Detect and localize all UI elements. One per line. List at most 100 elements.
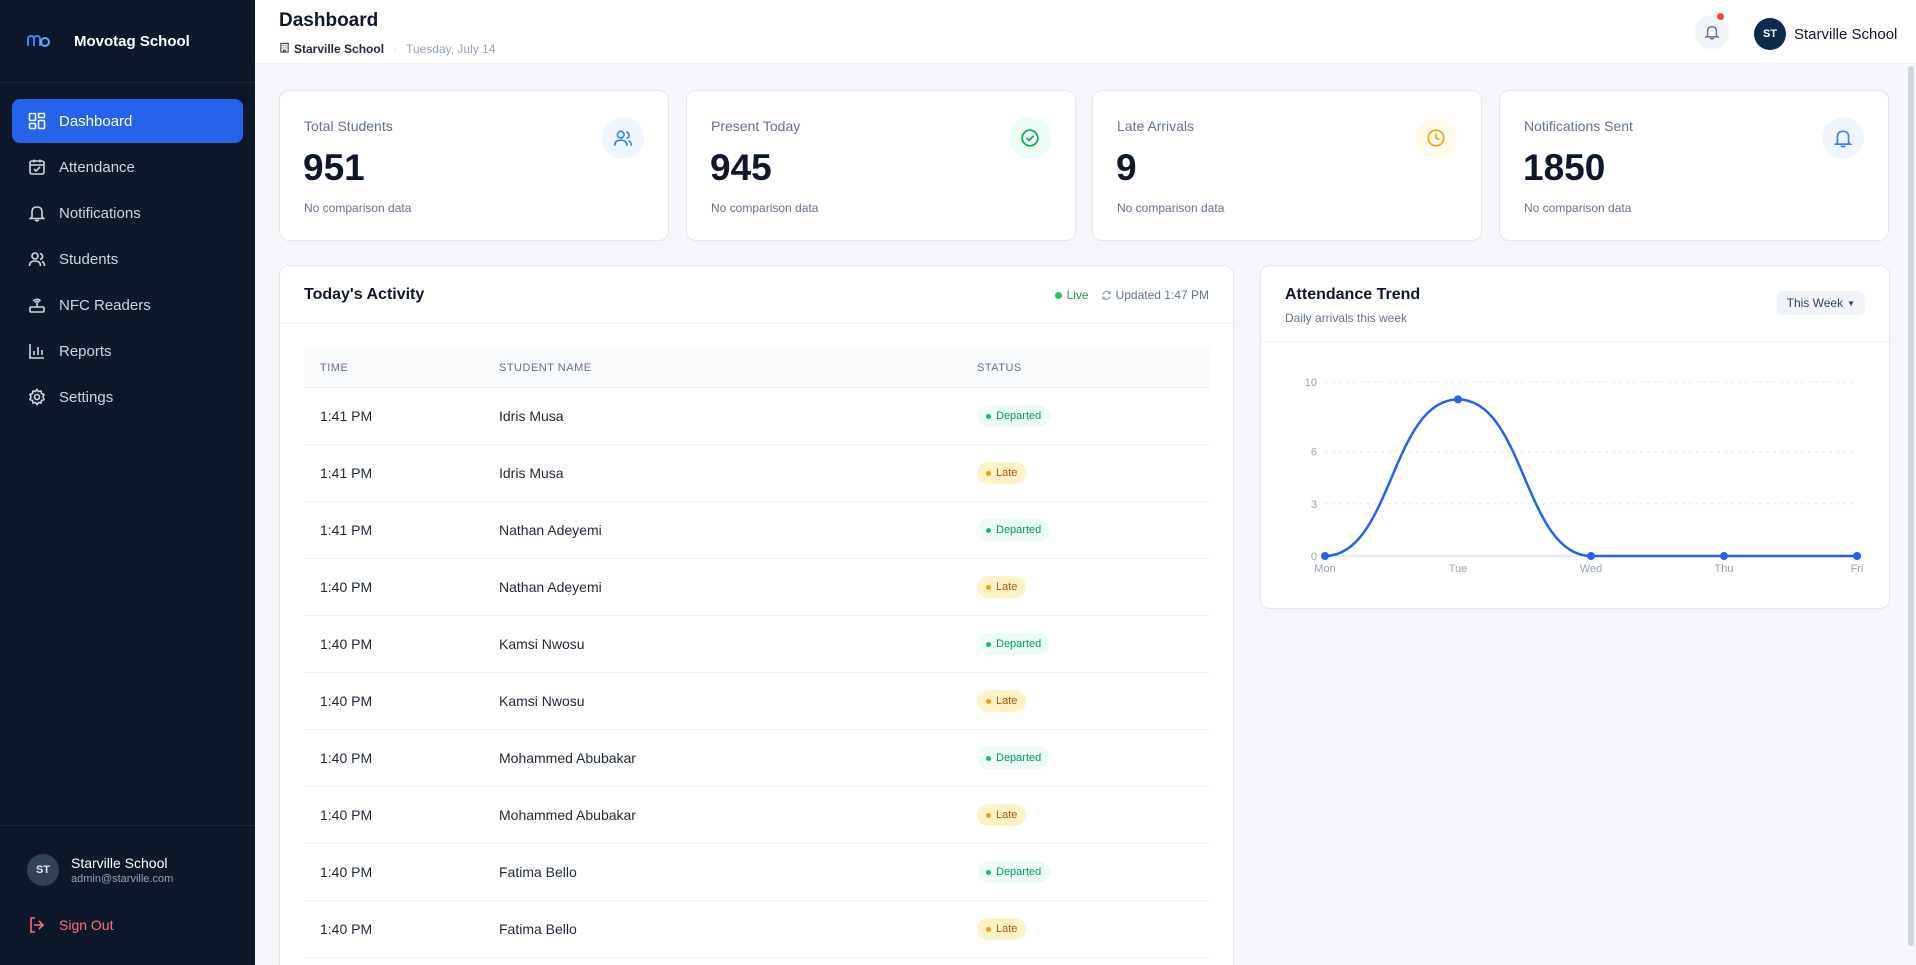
avatar: ST: [1754, 18, 1786, 50]
status-badge: Departed: [977, 633, 1051, 655]
activity-panel: Today's Activity Live Updated 1:47 PM TI…: [279, 265, 1234, 965]
column-header-name: STUDENT NAME: [499, 361, 592, 374]
row-time: 1:40 PM: [320, 579, 373, 595]
clock-icon: [1415, 117, 1457, 159]
table-row[interactable]: 1:40 PM Mohammed Abubakar Departed: [304, 730, 1210, 787]
check-circle-icon: [1009, 117, 1051, 159]
series-line: [1324, 398, 1857, 558]
row-status: Departed: [977, 519, 1210, 541]
brand-name: Movotag School: [74, 32, 190, 50]
row-status: Late: [977, 918, 1210, 940]
user-email: admin@starville.com: [71, 873, 174, 885]
data-point[interactable]: [1321, 552, 1329, 560]
row-time: 1:41 PM: [320, 465, 373, 481]
row-status: Late: [977, 804, 1210, 826]
x-tick-label: Thu: [1715, 563, 1734, 575]
avatar: ST: [27, 854, 59, 886]
activity-title: Today's Activity: [304, 286, 425, 303]
status-badge: Late: [977, 918, 1027, 940]
stat-value: 945: [710, 147, 772, 188]
attendance-trend-panel: Attendance Trend Daily arrivals this wee…: [1260, 265, 1890, 609]
sidebar-item-settings[interactable]: Settings: [12, 375, 243, 419]
refresh-button[interactable]: Updated 1:47 PM: [1101, 288, 1209, 302]
page-scrollbar[interactable]: [1908, 66, 1914, 946]
updated-label: Updated 1:47 PM: [1115, 288, 1209, 302]
status-dot: [986, 527, 991, 533]
range-dropdown[interactable]: This Week ▼: [1776, 291, 1865, 315]
sidebar-item-dashboard[interactable]: Dashboard: [12, 99, 243, 143]
row-status: Departed: [977, 405, 1210, 427]
bar-chart-icon: [28, 342, 46, 360]
sidebar-item-attendance[interactable]: Attendance: [12, 145, 243, 189]
status-badge: Late: [977, 576, 1027, 598]
status-dot: [986, 869, 991, 875]
status-badge: Departed: [977, 519, 1051, 541]
data-point[interactable]: [1587, 552, 1595, 560]
table-row[interactable]: 1:40 PM Kamsi Nwosu Departed: [304, 616, 1210, 673]
notification-dot: [1717, 13, 1724, 20]
stat-note: No comparison data: [1117, 201, 1225, 215]
sidebar-item-students[interactable]: Students: [12, 237, 243, 281]
brand[interactable]: Movotag School: [0, 0, 255, 83]
table-row[interactable]: 1:41 PM Nathan Adeyemi Departed: [304, 502, 1210, 559]
stat-card-notifications-sent: Notifications Sent 1850 No comparison da…: [1499, 90, 1889, 241]
row-time: 1:40 PM: [320, 750, 373, 766]
row-status: Late: [977, 690, 1210, 712]
row-status: Late: [977, 462, 1210, 484]
table-row[interactable]: 1:40 PM Fatima Bello Late: [304, 901, 1210, 958]
activity-header: Today's Activity Live Updated 1:47 PM: [280, 266, 1233, 324]
breadcrumb: Starville School · Tuesday, July 14: [279, 42, 495, 56]
sidebar-item-label: Notifications: [59, 204, 141, 222]
status-label: Departed: [996, 524, 1042, 536]
data-point[interactable]: [1853, 552, 1861, 560]
table-row[interactable]: 1:41 PM Idris Musa Late: [304, 445, 1210, 502]
status-dot: [986, 698, 991, 704]
row-status: Late: [977, 576, 1210, 598]
sidebar-item-label: Dashboard: [59, 112, 133, 130]
profile-menu[interactable]: ST Starville School: [1754, 18, 1897, 50]
status-label: Late: [996, 695, 1018, 707]
row-status: Departed: [977, 633, 1210, 655]
status-badge: Departed: [977, 747, 1051, 769]
y-tick-label: 3: [1311, 499, 1317, 511]
row-time: 1:41 PM: [320, 522, 373, 538]
separator: ·: [393, 42, 398, 56]
status-badge: Late: [977, 690, 1027, 712]
row-time: 1:40 PM: [320, 693, 373, 709]
sidebar-item-label: Settings: [59, 388, 114, 406]
sign-out-button[interactable]: Sign Out: [0, 886, 255, 934]
sidebar-item-reports[interactable]: Reports: [12, 329, 243, 373]
sidebar-user[interactable]: ST Starville School admin@starville.com: [0, 826, 255, 886]
current-date: Tuesday, July 14: [406, 42, 496, 56]
status-badge: Late: [977, 462, 1027, 484]
sidebar-item-label: Attendance: [59, 158, 135, 176]
status-dot: [986, 584, 991, 590]
data-point[interactable]: [1454, 395, 1462, 404]
x-tick-label: Fri: [1851, 563, 1864, 575]
bell-icon: [28, 204, 46, 222]
y-tick-label: 6: [1311, 447, 1317, 459]
stat-value: 951: [303, 147, 365, 188]
table-row[interactable]: 1:40 PM Kamsi Nwosu Late: [304, 673, 1210, 730]
stat-note: No comparison data: [304, 201, 412, 215]
row-time: 1:40 PM: [320, 864, 373, 880]
top-header: Dashboard Starville School · Tuesday, Ju…: [255, 0, 1916, 64]
profile-name: Starville School: [1794, 25, 1898, 43]
table-row[interactable]: 1:40 PM Fatima Bello Departed: [304, 844, 1210, 901]
status-dot: [986, 413, 991, 419]
status-dot: [986, 755, 991, 761]
sidebar-item-notifications[interactable]: Notifications: [12, 191, 243, 235]
dashboard-icon: [28, 112, 46, 130]
table-row[interactable]: 1:40 PM Nathan Adeyemi Late: [304, 559, 1210, 616]
table-row[interactable]: 1:40 PM Mohammed Abubakar Late: [304, 787, 1210, 844]
y-tick-label: 10: [1305, 377, 1317, 389]
x-tick-label: Mon: [1314, 563, 1335, 575]
table-header: TIME STUDENT NAME STATUS: [304, 348, 1210, 388]
notifications-button[interactable]: [1695, 13, 1729, 49]
data-point[interactable]: [1720, 552, 1728, 560]
status-badge: Late: [977, 804, 1027, 826]
live-label: Live: [1066, 288, 1089, 302]
stat-card-present-today: Present Today 945 No comparison data: [686, 90, 1076, 241]
table-row[interactable]: 1:41 PM Idris Musa Departed: [304, 388, 1210, 445]
sidebar-item-nfc-readers[interactable]: NFC Readers: [12, 283, 243, 327]
